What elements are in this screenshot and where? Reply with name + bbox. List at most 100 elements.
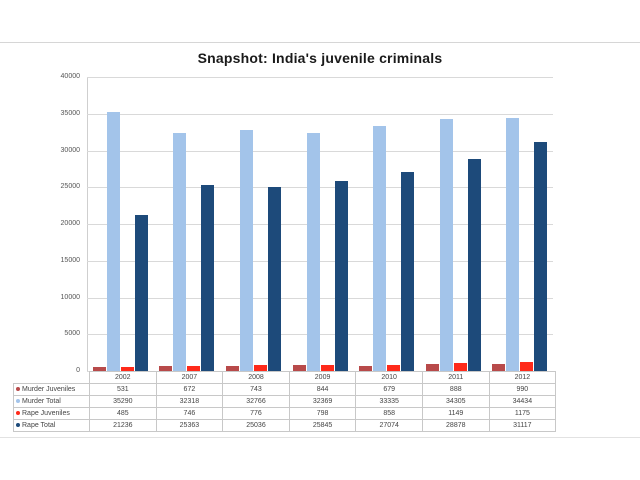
- category-label: 2009: [288, 371, 357, 384]
- data-cell: 746: [155, 407, 224, 420]
- bar-murder-total-2008: [239, 130, 253, 371]
- data-cell: 21236: [89, 419, 157, 432]
- data-cell: 35290: [89, 395, 157, 408]
- data-cell: 33335: [355, 395, 423, 408]
- category-label: 2012: [488, 371, 557, 384]
- gridline: [87, 77, 553, 78]
- data-cell: 531: [89, 383, 157, 396]
- bar-rape-total-2007: [201, 184, 215, 371]
- bar-murder-juveniles-2009: [292, 364, 306, 371]
- bar-murder-total-2009: [306, 133, 320, 371]
- y-tick-label: 5000: [64, 330, 80, 338]
- bar-rape-total-2009: [334, 181, 348, 371]
- series-name: Rape Total: [22, 422, 56, 429]
- bar-rape-juveniles-2010: [387, 364, 401, 371]
- series-label: Murder Juveniles: [13, 383, 90, 396]
- data-cell: 888: [421, 383, 490, 396]
- y-tick-label: 25000: [60, 183, 80, 191]
- category-label: 2010: [355, 371, 423, 384]
- data-cell: 776: [222, 407, 290, 420]
- gridline: [87, 224, 553, 225]
- gridline: [87, 334, 553, 336]
- data-cell: 32318: [155, 395, 224, 408]
- bar-murder-total-2012: [506, 117, 520, 371]
- y-tick-label: 30000: [60, 146, 80, 154]
- data-table-row: Murder Juveniles 531 672 743 844 679 888 990: [13, 383, 557, 396]
- data-table-row: Rape Juveniles 485 746 776 798 858 1149 1175: [13, 407, 557, 420]
- chart-title: Snapshot: India's juvenile criminals: [197, 50, 443, 66]
- y-tick-label: 40000: [60, 73, 80, 80]
- legend-swatch-icon: [16, 387, 20, 392]
- data-table-row: Murder Total 35290 32318 32766 32369 33335 343…: [13, 395, 557, 408]
- data-cell: 1149: [421, 407, 490, 420]
- bar-rape-juveniles-2012: [520, 362, 534, 371]
- series-name: Murder Total: [22, 398, 61, 405]
- data-cell: 25363: [155, 419, 224, 432]
- data-cell: 34305: [421, 395, 490, 408]
- data-cell: 25845: [288, 419, 357, 432]
- bar-rape-total-2008: [267, 187, 281, 371]
- bar-murder-total-2010: [373, 126, 387, 371]
- gridline: [87, 150, 553, 152]
- bar-murder-juveniles-2008: [225, 365, 239, 371]
- bar-murder-total-2002: [106, 111, 120, 371]
- data-cell: 28878: [421, 419, 490, 432]
- bar-murder-juveniles-2007: [159, 366, 173, 371]
- bar-rape-total-2010: [401, 172, 415, 371]
- category-label: 2002: [89, 371, 157, 384]
- series-label: Murder Total: [13, 395, 90, 408]
- bar-rape-total-2012: [534, 142, 548, 371]
- data-table-row: Rape Total 21236 25363 25036 25845 27074 28878…: [13, 419, 557, 432]
- legend-swatch-icon: [16, 411, 20, 416]
- category-label: 2011: [421, 371, 490, 384]
- y-tick-label: 20000: [60, 220, 80, 227]
- y-tick-label: 0: [76, 367, 80, 374]
- bar-rape-total-2011: [467, 158, 481, 371]
- data-cell: 32766: [222, 395, 290, 408]
- data-cell: 25036: [222, 419, 290, 432]
- data-cell: 798: [288, 407, 357, 420]
- data-cell: 672: [155, 383, 224, 396]
- data-cell: 743: [222, 383, 290, 396]
- series-label: Rape Juveniles: [13, 407, 90, 420]
- bar-rape-juveniles-2007: [187, 365, 201, 371]
- data-table-header: 2002 2007 2008 2009 2010 2011 2012: [13, 371, 557, 384]
- bar-murder-total-2007: [173, 133, 187, 371]
- top-divider: [0, 42, 640, 43]
- data-table-corner: [13, 371, 90, 384]
- gridline: [87, 187, 553, 189]
- gridline: [87, 113, 553, 115]
- category-label: 2008: [222, 371, 290, 384]
- plot-area: [87, 77, 553, 372]
- data-table: 2002 2007 2008 2009 2010 2011 2012 Murder Juve…: [13, 371, 557, 432]
- legend-swatch-icon: [16, 423, 20, 428]
- gridline: [87, 297, 553, 299]
- data-cell: 858: [355, 407, 423, 420]
- bar-rape-juveniles-2009: [320, 365, 334, 371]
- y-tick-label: 15000: [60, 256, 80, 264]
- y-tick-label: 35000: [60, 109, 80, 117]
- bar-murder-juveniles-2002: [92, 367, 106, 371]
- bar-murder-total-2011: [439, 118, 453, 371]
- bar-murder-juveniles-2010: [359, 366, 373, 371]
- gridline: [87, 260, 553, 262]
- series-name: Rape Juveniles: [22, 410, 70, 417]
- y-tick-label: 10000: [60, 293, 80, 301]
- data-cell: 27074: [355, 419, 423, 432]
- data-cell: 679: [355, 383, 423, 396]
- data-cell: 1175: [488, 407, 557, 420]
- data-cell: 32369: [288, 395, 357, 408]
- bottom-divider: [0, 437, 640, 438]
- bar-rape-total-2002: [134, 214, 148, 371]
- series-name: Murder Juveniles: [22, 386, 76, 393]
- data-cell: 844: [288, 383, 357, 396]
- data-cell: 485: [89, 407, 157, 420]
- data-cell: 34434: [488, 395, 557, 408]
- data-cell: 990: [488, 383, 557, 396]
- bar-rape-juveniles-2002: [120, 367, 134, 371]
- bar-murder-juveniles-2012: [492, 363, 506, 371]
- series-label: Rape Total: [13, 419, 90, 432]
- data-cell: 31117: [488, 419, 557, 432]
- bar-rape-juveniles-2008: [253, 365, 267, 371]
- bar-murder-juveniles-2011: [425, 364, 439, 371]
